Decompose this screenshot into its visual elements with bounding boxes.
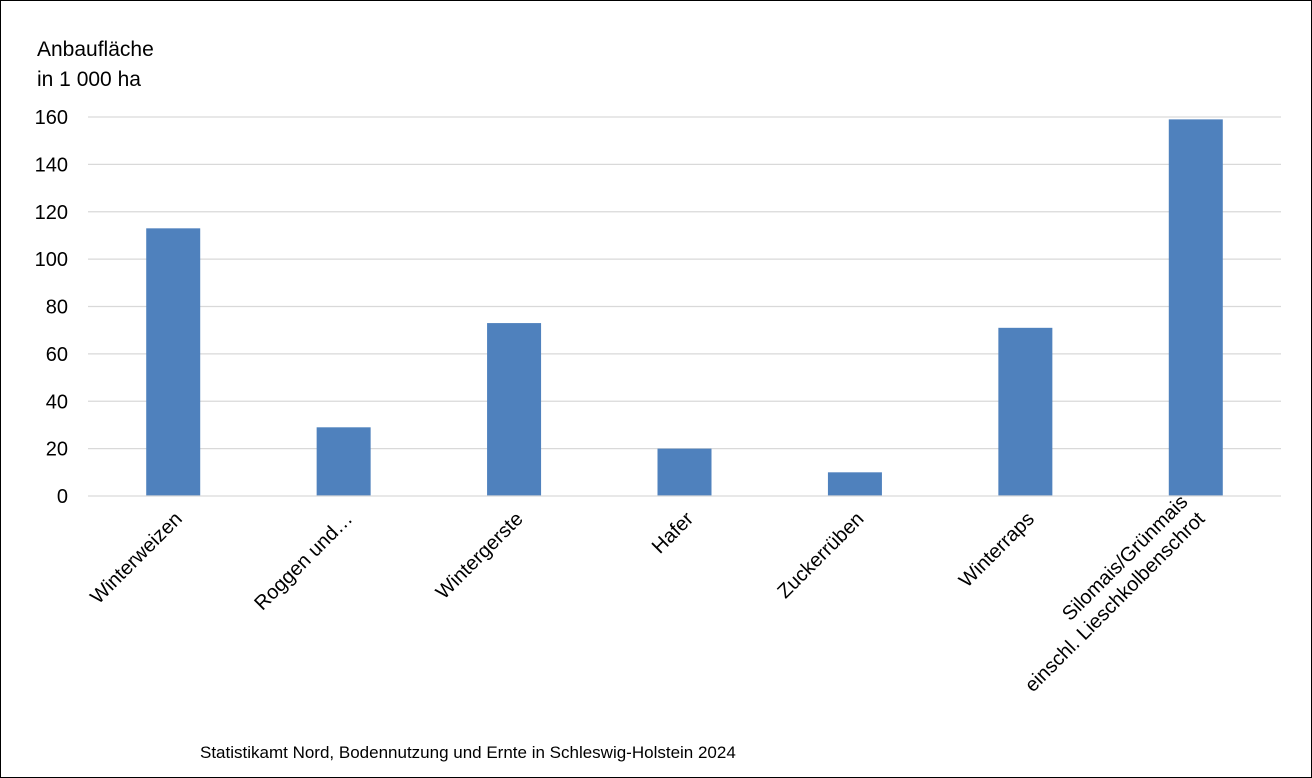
x-category-label-line: Wintergerste bbox=[432, 508, 528, 604]
y-tick-label: 120 bbox=[35, 202, 68, 224]
y-axis-title-line: in 1 000 ha bbox=[37, 68, 141, 91]
x-category-label-line: Zuckerrüben bbox=[774, 508, 869, 603]
bar bbox=[1168, 119, 1223, 497]
x-category-label-line: Roggen und… bbox=[250, 508, 357, 615]
bar bbox=[146, 228, 201, 497]
x-category-label-line: Hafer bbox=[648, 508, 698, 558]
x-category-label: Winterweizen bbox=[86, 508, 186, 608]
x-category-label-line: Winterraps bbox=[955, 508, 1039, 592]
bar bbox=[487, 323, 542, 496]
x-category-labels: Winterweizen Roggen und… Wintergerste Hafer… bbox=[86, 491, 1210, 697]
y-tick-label: 40 bbox=[46, 391, 68, 413]
x-category-label: Hafer bbox=[648, 508, 698, 558]
y-axis-title: Anbaufläche in 1 000 ha bbox=[37, 38, 154, 91]
x-category-label: Zuckerrüben bbox=[774, 508, 869, 603]
x-category-label-line: Winterweizen bbox=[86, 508, 186, 608]
x-category-label-line: einschl. Lieschkolbenschrot bbox=[1021, 508, 1210, 697]
x-category-label: Winterraps bbox=[955, 508, 1039, 592]
source-note: Statistikamt Nord, Bodennutzung und Ernt… bbox=[200, 743, 736, 762]
bars bbox=[146, 119, 1223, 497]
y-tick-label: 60 bbox=[46, 344, 68, 366]
bar bbox=[657, 448, 712, 496]
y-tick-label: 80 bbox=[46, 297, 68, 319]
x-category-label: Wintergerste bbox=[432, 508, 528, 604]
bar bbox=[827, 472, 882, 496]
gridlines bbox=[88, 116, 1281, 450]
y-axis-title-line: Anbaufläche bbox=[37, 38, 154, 61]
y-tick-label: 160 bbox=[35, 107, 68, 129]
bar bbox=[316, 427, 371, 496]
y-tick-label: 140 bbox=[35, 154, 68, 176]
bar bbox=[998, 327, 1053, 496]
x-category-label: Roggen und… bbox=[250, 508, 357, 615]
y-tick-labels: 0 20 40 60 80 100 120 140 160 bbox=[35, 107, 68, 508]
y-tick-label: 100 bbox=[35, 249, 68, 271]
y-tick-label: 20 bbox=[46, 439, 68, 461]
y-tick-label: 0 bbox=[57, 486, 68, 508]
